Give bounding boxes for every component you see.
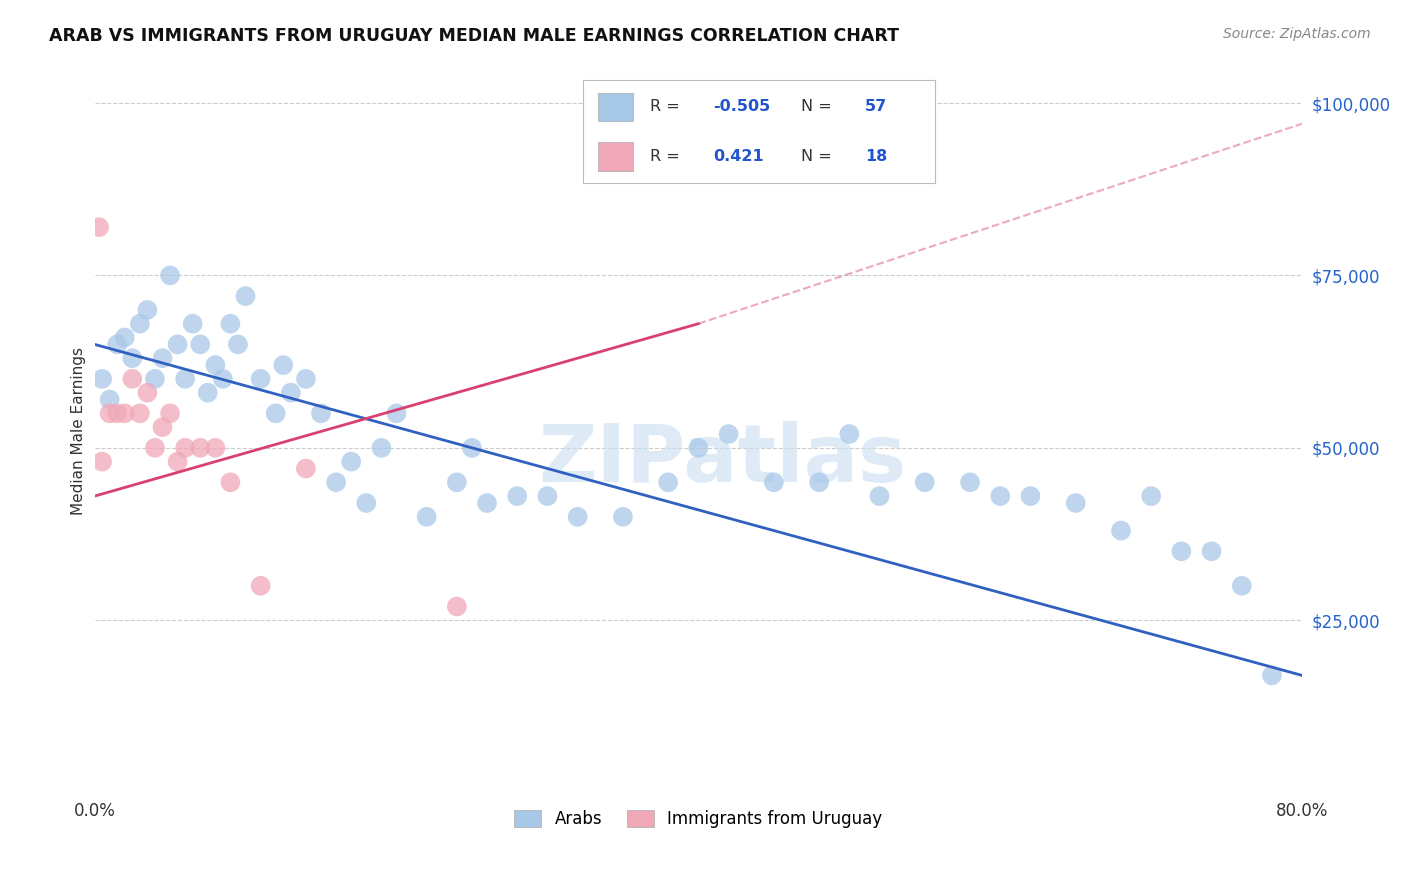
Point [219, 317, 242, 331]
Point [869, 489, 891, 503]
Text: 57: 57 [865, 99, 887, 114]
Bar [598, 142, 633, 170]
Text: N =: N = [801, 149, 832, 164]
Point [988, 489, 1011, 503]
Point [356, 496, 378, 510]
Y-axis label: Median Male Earnings: Median Male Earnings [72, 347, 86, 515]
Point [271, 358, 294, 372]
Point [249, 579, 271, 593]
Point [219, 475, 242, 490]
Point [1109, 524, 1132, 538]
Point [688, 441, 710, 455]
Point [174, 441, 197, 455]
Point [143, 372, 166, 386]
Point [114, 330, 136, 344]
Point [1064, 496, 1087, 510]
Point [475, 496, 498, 510]
Point [128, 406, 150, 420]
Point [91, 455, 114, 469]
Text: -0.505: -0.505 [714, 99, 770, 114]
Point [121, 372, 143, 386]
Point [295, 461, 318, 475]
Point [657, 475, 679, 490]
Point [159, 406, 181, 420]
Text: Source: ZipAtlas.com: Source: ZipAtlas.com [1223, 27, 1371, 41]
Point [295, 372, 318, 386]
Point [136, 385, 159, 400]
Point [461, 441, 484, 455]
Point [264, 406, 287, 420]
Point [446, 599, 468, 614]
Point [1140, 489, 1163, 503]
Point [204, 441, 226, 455]
Point [385, 406, 408, 420]
Point [91, 372, 114, 386]
Point [309, 406, 332, 420]
Point [105, 337, 128, 351]
Text: R =: R = [650, 149, 681, 164]
Point [152, 420, 174, 434]
Text: 18: 18 [865, 149, 887, 164]
Text: ZIPatlas: ZIPatlas [538, 420, 907, 499]
Point [808, 475, 831, 490]
Point [166, 337, 188, 351]
Point [235, 289, 257, 303]
Point [914, 475, 936, 490]
Point [612, 509, 634, 524]
Point [1170, 544, 1192, 558]
Point [204, 358, 226, 372]
Point [446, 475, 468, 490]
Point [166, 455, 188, 469]
Point [128, 317, 150, 331]
Point [1019, 489, 1042, 503]
Point [340, 455, 363, 469]
Point [105, 406, 128, 420]
Point [174, 372, 197, 386]
Point [98, 406, 121, 420]
Point [567, 509, 589, 524]
Point [159, 268, 181, 283]
Point [536, 489, 558, 503]
Point [152, 351, 174, 366]
Point [249, 372, 271, 386]
Point [226, 337, 249, 351]
Point [762, 475, 785, 490]
Point [1201, 544, 1223, 558]
Legend: Arabs, Immigrants from Uruguay: Arabs, Immigrants from Uruguay [508, 804, 889, 835]
Point [717, 427, 740, 442]
Point [838, 427, 860, 442]
Bar [598, 93, 633, 121]
Point [1230, 579, 1253, 593]
Point [114, 406, 136, 420]
Text: ARAB VS IMMIGRANTS FROM URUGUAY MEDIAN MALE EARNINGS CORRELATION CHART: ARAB VS IMMIGRANTS FROM URUGUAY MEDIAN M… [49, 27, 900, 45]
Point [181, 317, 204, 331]
Text: N =: N = [801, 99, 832, 114]
Point [506, 489, 529, 503]
Point [197, 385, 219, 400]
Point [143, 441, 166, 455]
Point [212, 372, 235, 386]
Point [370, 441, 392, 455]
Point [280, 385, 302, 400]
Point [188, 337, 211, 351]
Point [415, 509, 437, 524]
Point [959, 475, 981, 490]
Point [121, 351, 143, 366]
Point [325, 475, 347, 490]
Point [87, 220, 110, 235]
Point [136, 302, 159, 317]
Text: R =: R = [650, 99, 681, 114]
Point [98, 392, 121, 407]
Point [1261, 668, 1284, 682]
Text: 0.421: 0.421 [714, 149, 765, 164]
Point [188, 441, 211, 455]
